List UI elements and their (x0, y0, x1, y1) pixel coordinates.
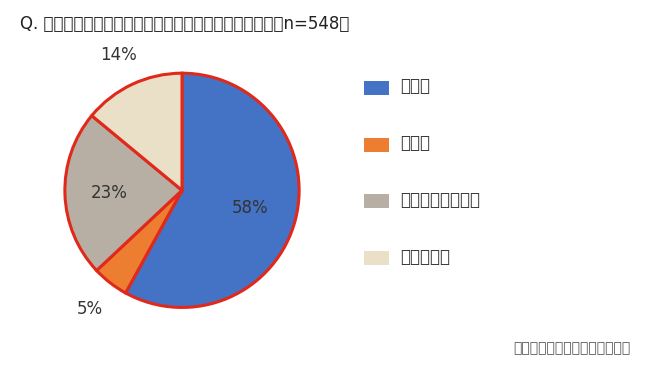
Text: 58%: 58% (232, 199, 268, 217)
Text: 14%: 14% (100, 46, 136, 64)
Text: 増えた: 増えた (400, 77, 430, 96)
Text: あまり変わらない: あまり変わらない (400, 191, 480, 209)
Wedge shape (125, 73, 299, 307)
Text: わからない: わからない (400, 247, 450, 266)
Wedge shape (97, 190, 182, 293)
Text: 23%: 23% (91, 184, 128, 202)
Wedge shape (65, 116, 182, 270)
Text: パナソニック「エオリア」調べ: パナソニック「エオリア」調べ (514, 341, 630, 355)
Text: Q. 今年の夏、電気代は昨年と比べて増加しましたか？（n=548）: Q. 今年の夏、電気代は昨年と比べて増加しましたか？（n=548） (20, 15, 349, 33)
Text: 減った: 減った (400, 134, 430, 152)
Text: 5%: 5% (77, 300, 103, 318)
Wedge shape (92, 73, 182, 190)
